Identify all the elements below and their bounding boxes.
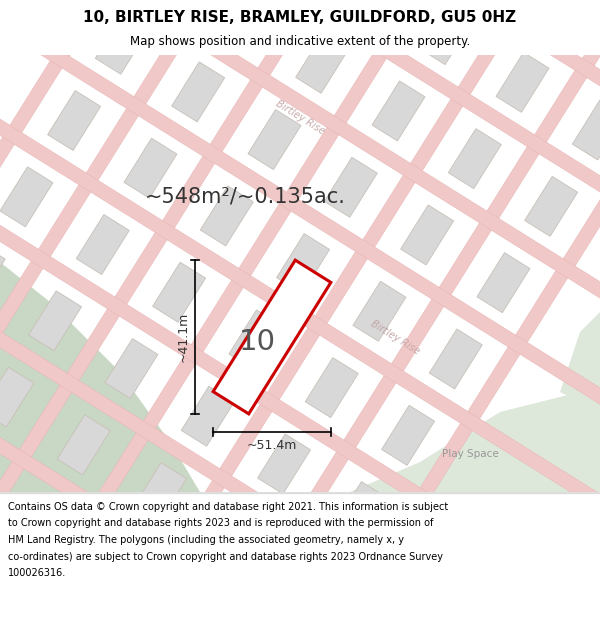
Polygon shape bbox=[105, 339, 158, 399]
Polygon shape bbox=[134, 462, 187, 522]
Polygon shape bbox=[343, 0, 397, 17]
Polygon shape bbox=[181, 386, 234, 446]
Text: ~51.4m: ~51.4m bbox=[247, 439, 297, 452]
Polygon shape bbox=[200, 186, 253, 246]
Polygon shape bbox=[41, 0, 600, 320]
Polygon shape bbox=[286, 558, 339, 618]
Polygon shape bbox=[0, 262, 200, 492]
Polygon shape bbox=[0, 60, 600, 549]
Text: Play Space: Play Space bbox=[442, 449, 499, 459]
Polygon shape bbox=[252, 0, 600, 625]
Polygon shape bbox=[0, 243, 5, 303]
Polygon shape bbox=[334, 482, 387, 542]
Polygon shape bbox=[353, 281, 406, 341]
Polygon shape bbox=[137, 0, 600, 167]
Polygon shape bbox=[325, 158, 377, 218]
Polygon shape bbox=[544, 0, 597, 36]
Polygon shape bbox=[560, 312, 600, 412]
Polygon shape bbox=[496, 52, 549, 112]
Polygon shape bbox=[350, 392, 600, 492]
Text: co-ordinates) are subject to Crown copyright and database rights 2023 Ordnance S: co-ordinates) are subject to Crown copyr… bbox=[8, 551, 443, 561]
Polygon shape bbox=[248, 109, 301, 169]
Polygon shape bbox=[0, 167, 53, 227]
Polygon shape bbox=[176, 0, 600, 625]
Polygon shape bbox=[419, 4, 473, 64]
Polygon shape bbox=[213, 260, 331, 414]
Polygon shape bbox=[382, 405, 434, 465]
Polygon shape bbox=[229, 310, 282, 370]
Text: Birtley Rise: Birtley Rise bbox=[369, 318, 421, 356]
Text: to Crown copyright and database rights 2023 and is reproduced with the permissio: to Crown copyright and database rights 2… bbox=[8, 519, 433, 529]
Polygon shape bbox=[172, 62, 224, 122]
Text: 100026316.: 100026316. bbox=[8, 568, 66, 578]
Polygon shape bbox=[100, 0, 589, 625]
Polygon shape bbox=[220, 0, 272, 46]
Polygon shape bbox=[0, 213, 574, 625]
Polygon shape bbox=[305, 357, 358, 418]
Text: ~41.1m: ~41.1m bbox=[176, 312, 190, 362]
Text: ~548m²/~0.135ac.: ~548m²/~0.135ac. bbox=[145, 187, 346, 207]
Text: Contains OS data © Crown copyright and database right 2021. This information is : Contains OS data © Crown copyright and d… bbox=[8, 502, 448, 512]
Polygon shape bbox=[89, 0, 600, 244]
Polygon shape bbox=[29, 291, 82, 351]
Polygon shape bbox=[47, 91, 101, 151]
Polygon shape bbox=[95, 14, 148, 74]
Polygon shape bbox=[0, 0, 600, 472]
Polygon shape bbox=[429, 329, 482, 389]
Polygon shape bbox=[401, 205, 454, 265]
Bar bbox=[0, 492, 600, 493]
Polygon shape bbox=[524, 176, 578, 236]
Polygon shape bbox=[57, 415, 110, 475]
Polygon shape bbox=[0, 0, 359, 526]
Text: 10: 10 bbox=[239, 328, 275, 356]
Polygon shape bbox=[0, 367, 34, 427]
Polygon shape bbox=[477, 253, 530, 312]
Text: Birtley Rise: Birtley Rise bbox=[274, 98, 326, 136]
Polygon shape bbox=[124, 138, 177, 198]
Text: 10, BIRTLEY RISE, BRAMLEY, GUILDFORD, GU5 0HZ: 10, BIRTLEY RISE, BRAMLEY, GUILDFORD, GU… bbox=[83, 10, 517, 25]
Polygon shape bbox=[23, 0, 512, 621]
Polygon shape bbox=[210, 510, 263, 570]
Text: Map shows position and indicative extent of the property.: Map shows position and indicative extent… bbox=[130, 35, 470, 48]
Polygon shape bbox=[372, 81, 425, 141]
Polygon shape bbox=[76, 214, 129, 274]
Polygon shape bbox=[572, 100, 600, 160]
Polygon shape bbox=[0, 0, 283, 478]
Polygon shape bbox=[152, 262, 206, 322]
Polygon shape bbox=[296, 33, 349, 93]
Polygon shape bbox=[257, 434, 311, 494]
Polygon shape bbox=[277, 234, 329, 294]
Polygon shape bbox=[0, 0, 436, 573]
Polygon shape bbox=[0, 136, 600, 625]
Polygon shape bbox=[448, 129, 502, 189]
Polygon shape bbox=[0, 0, 600, 396]
Polygon shape bbox=[0, 289, 526, 625]
Text: HM Land Registry. The polygons (including the associated geometry, namely x, y: HM Land Registry. The polygons (includin… bbox=[8, 535, 404, 545]
